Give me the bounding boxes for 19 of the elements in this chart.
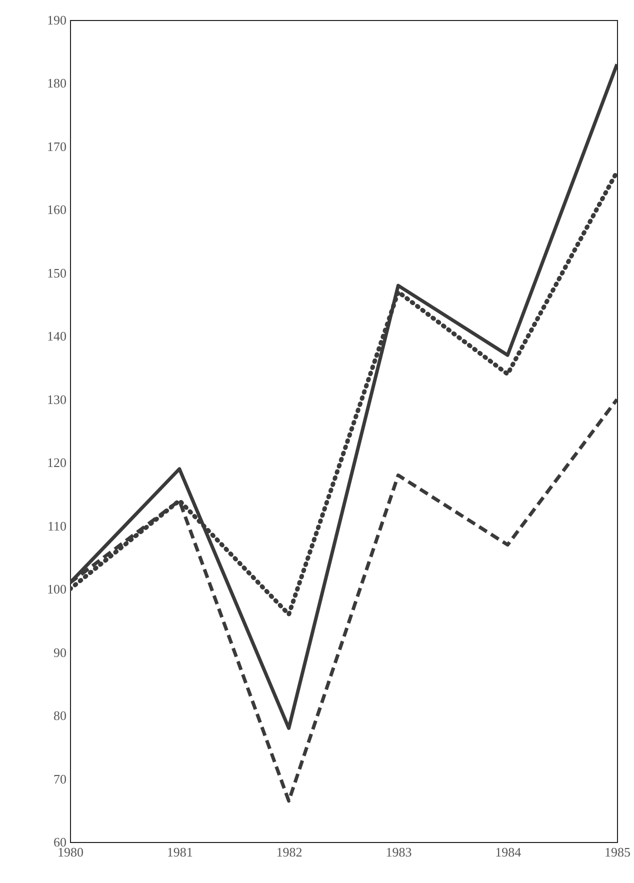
x-tick-label: 1984 (495, 844, 522, 860)
x-tick-label: 1985 (604, 844, 630, 860)
y-tick-label: 160 (47, 202, 66, 218)
y-tick-label: 80 (54, 708, 66, 724)
y-tick-label: 170 (47, 138, 66, 154)
x-tick-label: 1982 (276, 844, 302, 860)
y-tick-label: 190 (47, 12, 66, 28)
y-tick-label: 110 (47, 518, 66, 534)
x-tick-label: 1981 (166, 844, 193, 860)
x-tick-label: 1983 (386, 844, 412, 860)
y-tick-label: 180 (47, 76, 66, 91)
y-tick-label: 70 (54, 771, 66, 786)
y-tick-label: 90 (54, 644, 66, 660)
y-tick-label: 100 (47, 582, 66, 597)
y-tick-label: 60 (54, 834, 66, 850)
y-tick-label: 150 (47, 265, 66, 280)
y-tick-label: 120 (47, 455, 66, 470)
y-tick-label: 130 (47, 392, 66, 407)
y-tick-label: 140 (47, 328, 66, 344)
